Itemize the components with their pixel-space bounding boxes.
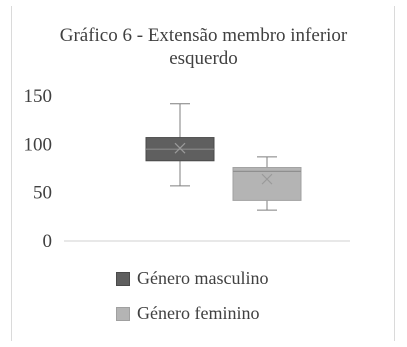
mean-marker-b-feminino	[261, 173, 273, 185]
y-tick-label-100: 100	[24, 134, 53, 155]
y-tick-label-50: 50	[33, 183, 52, 204]
y-axis: 0 50 100 150	[24, 86, 350, 252]
chart-title-line-1: Gráfico 6 - Extensão membro inferior	[59, 25, 348, 46]
legend-label-masculino: Género masculino	[137, 268, 269, 288]
legend-item-masculino: Género masculino	[116, 268, 268, 289]
y-tick-label-0: 0	[43, 231, 53, 252]
legend-swatch-masculino	[116, 271, 130, 286]
chart-title-line-2: esquerdo	[169, 48, 238, 69]
y-tick-label-150: 150	[24, 86, 53, 107]
box-feminino	[232, 156, 302, 211]
box-masculino	[145, 103, 215, 187]
chart-title: Gráfico 6 - Extensão membro inferior esq…	[0, 24, 407, 70]
chart-frame	[11, 6, 395, 341]
legend-item-feminino: Género feminino	[116, 303, 259, 324]
legend-swatch-feminino	[116, 306, 130, 321]
mean-marker-b-masculino	[174, 142, 186, 154]
plot-area	[145, 103, 302, 211]
legend-label-feminino: Género feminino	[137, 303, 260, 323]
box-iqr-feminino	[232, 167, 302, 201]
